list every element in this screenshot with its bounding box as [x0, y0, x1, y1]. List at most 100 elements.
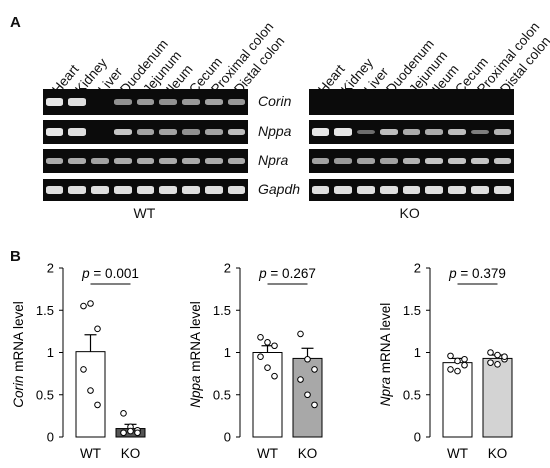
data-point [271, 372, 278, 380]
gel-band [425, 129, 444, 135]
gel-band [204, 99, 223, 105]
gel-band [448, 186, 466, 194]
gel-band [204, 158, 223, 164]
gel-band [379, 158, 398, 164]
y-tick-label: 1.5 [403, 303, 421, 318]
data-point [461, 355, 468, 363]
gel-band [182, 99, 200, 105]
gel-band [45, 98, 64, 106]
gel-band [182, 158, 200, 164]
category-label: KO [298, 446, 318, 461]
gel-band [448, 157, 466, 165]
bar-chart-2: 0 0.5 1 1.5 2 Nppa mRNA level WT KO p = 0.267 [188, 261, 323, 461]
data-point [127, 427, 134, 435]
y-axis-label-gene: Nppa [188, 375, 203, 408]
data-point [80, 302, 87, 310]
gel-band [357, 158, 375, 164]
gel-wt-corin [43, 89, 248, 115]
bar-chart-1: 0 0.5 1 1.5 2 Corin mRNA level WT KO p = 0.001 [11, 261, 146, 461]
data-point [304, 355, 311, 363]
gel-band [113, 186, 132, 194]
data-point [271, 342, 278, 350]
gel-band [470, 186, 489, 194]
gel-band [159, 129, 178, 135]
gel-band [182, 186, 200, 194]
gel-band [68, 128, 87, 136]
gene-label-corin: Corin [258, 93, 292, 109]
y-tick-label: 0 [414, 430, 421, 445]
gel-band [182, 129, 200, 135]
data-point [257, 353, 264, 361]
data-point [134, 426, 141, 434]
gene-label-gapdh: Gapdh [258, 181, 301, 197]
data-point [454, 357, 461, 365]
y-tick-label: 1 [224, 345, 231, 360]
gel-band [334, 186, 353, 194]
data-point [447, 366, 454, 373]
gel-band [311, 186, 330, 194]
gel-wt-gapdh [43, 179, 248, 201]
gel-band [402, 157, 421, 165]
data-point [127, 423, 134, 431]
category-label: WT [257, 446, 278, 461]
bar-ko [115, 428, 146, 438]
gel-ko-nppa [309, 120, 514, 144]
gel-band [470, 157, 489, 165]
bar-wt [442, 362, 473, 438]
data-point [494, 351, 501, 359]
data-point [297, 330, 304, 338]
y-axis-label-text: mRNA level [11, 301, 26, 375]
y-axis-label: Nppa mRNA level [188, 301, 203, 408]
panel-a-letter: A [10, 14, 21, 31]
y-axis-label: Corin mRNA level [11, 301, 26, 408]
gel-band [357, 186, 375, 194]
category-label: KO [488, 446, 508, 461]
gel-band [379, 186, 398, 194]
gel-band [91, 186, 109, 194]
gel-band [493, 186, 512, 194]
y-tick-label: 0.5 [403, 387, 421, 402]
category-label: WT [80, 446, 101, 461]
data-point [487, 359, 494, 366]
y-axis-label-gene: Npra [378, 377, 393, 407]
data-point [447, 352, 454, 360]
gel-band [68, 158, 87, 164]
data-point [264, 364, 271, 372]
bar-chart-3: 0 0.5 1 1.5 2 Npra mRNA level WT KO p = 0.379 [378, 261, 513, 461]
gel-band [68, 98, 87, 106]
gel-band [357, 129, 375, 135]
gel-band [493, 157, 512, 165]
category-label: WT [447, 446, 468, 461]
p-symbol: p [448, 266, 457, 281]
y-tick-label: 0 [47, 430, 54, 445]
y-tick-label: 1 [47, 345, 54, 360]
group-label-wt: WT [133, 205, 156, 221]
y-tick-label: 0 [224, 430, 231, 445]
gel-band [113, 128, 132, 136]
gel-band [68, 186, 87, 194]
gel-band [402, 129, 421, 135]
data-point [311, 401, 318, 409]
p-value-label: p = 0.379 [448, 266, 506, 281]
gel-band [45, 158, 64, 164]
data-point [120, 429, 127, 437]
gel-ko-corin [309, 89, 514, 115]
y-tick-label: 2 [224, 261, 231, 276]
gel-band [334, 128, 353, 136]
gel-band [425, 186, 444, 194]
gel-band [45, 128, 64, 136]
gel-band [402, 186, 421, 194]
gel-band [136, 186, 155, 194]
y-axis-label: Npra mRNA level [378, 303, 393, 407]
bar-ko [292, 357, 323, 438]
gel-band [227, 186, 246, 194]
data-point [297, 376, 304, 383]
gel-band [113, 158, 132, 164]
data-point [80, 366, 87, 373]
bar-ko [482, 357, 513, 438]
gel-band [45, 186, 64, 194]
data-point [461, 361, 468, 369]
gel-band [159, 99, 178, 105]
gel-band [136, 158, 155, 164]
data-point [87, 300, 94, 307]
